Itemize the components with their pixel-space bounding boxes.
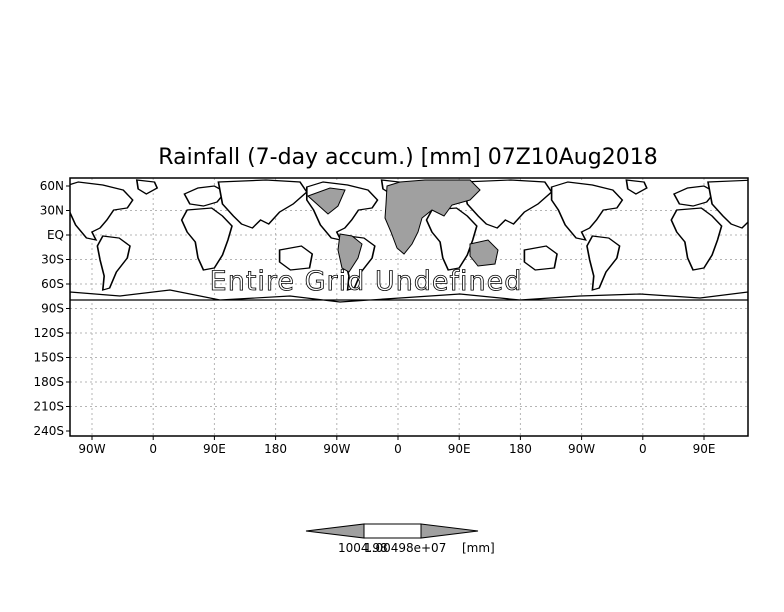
colorbar-label-left: 1004.98 [338,541,388,555]
x-tick-label: 90E [448,442,471,456]
x-axis: 90W 0 90E 180 90W 0 90E 180 90W 0 90E [78,436,715,456]
x-tick-label: 180 [509,442,532,456]
y-tick-label: 90S [41,302,64,316]
y-tick-label: 60N [40,179,64,193]
y-axis: 60N 30N EQ 30S 60S 90S 120S 150S 180S 210S 240S [33,179,70,438]
y-tick-label: 120S [33,326,64,340]
shaded-rainfall-region [307,179,499,273]
plot-frame [69,177,749,437]
y-tick-label: 180S [33,375,64,389]
x-tick-label: 0 [149,442,157,456]
colorbar-label-right: 1.00498e+07 [364,541,446,555]
undefined-grid-message: Entire Grid Undefined [210,266,523,297]
y-tick-label: 30N [40,204,64,218]
x-tick-label: 90E [693,442,716,456]
y-tick-label: EQ [47,228,64,242]
x-tick-label: 90W [78,442,105,456]
y-tick-label: 150S [33,351,64,365]
colorbar-left-arrow [305,523,365,539]
x-tick-label: 180 [264,442,287,456]
y-tick-label: 30S [41,253,64,267]
colorbar-right-arrow [420,523,479,539]
y-tick-label: 240S [33,424,64,438]
x-tick-label: 0 [639,442,647,456]
x-tick-label: 0 [394,442,402,456]
y-tick-label: 60S [41,277,64,291]
y-tick-label: 210S [33,400,64,414]
x-tick-label: 90E [203,442,226,456]
antarctica-coastline [70,289,748,303]
colorbar-middle-box [363,523,422,539]
colorbar-units: [mm] [462,541,495,555]
grid-lines [70,178,748,436]
x-tick-label: 90W [323,442,350,456]
land-masses [70,179,748,303]
colorbar: 1004.98 1.00498e+07 [mm] [305,523,495,555]
map-title: Rainfall (7-day accum.) [mm] 07Z10Aug201… [158,145,657,170]
x-tick-label: 90W [568,442,595,456]
